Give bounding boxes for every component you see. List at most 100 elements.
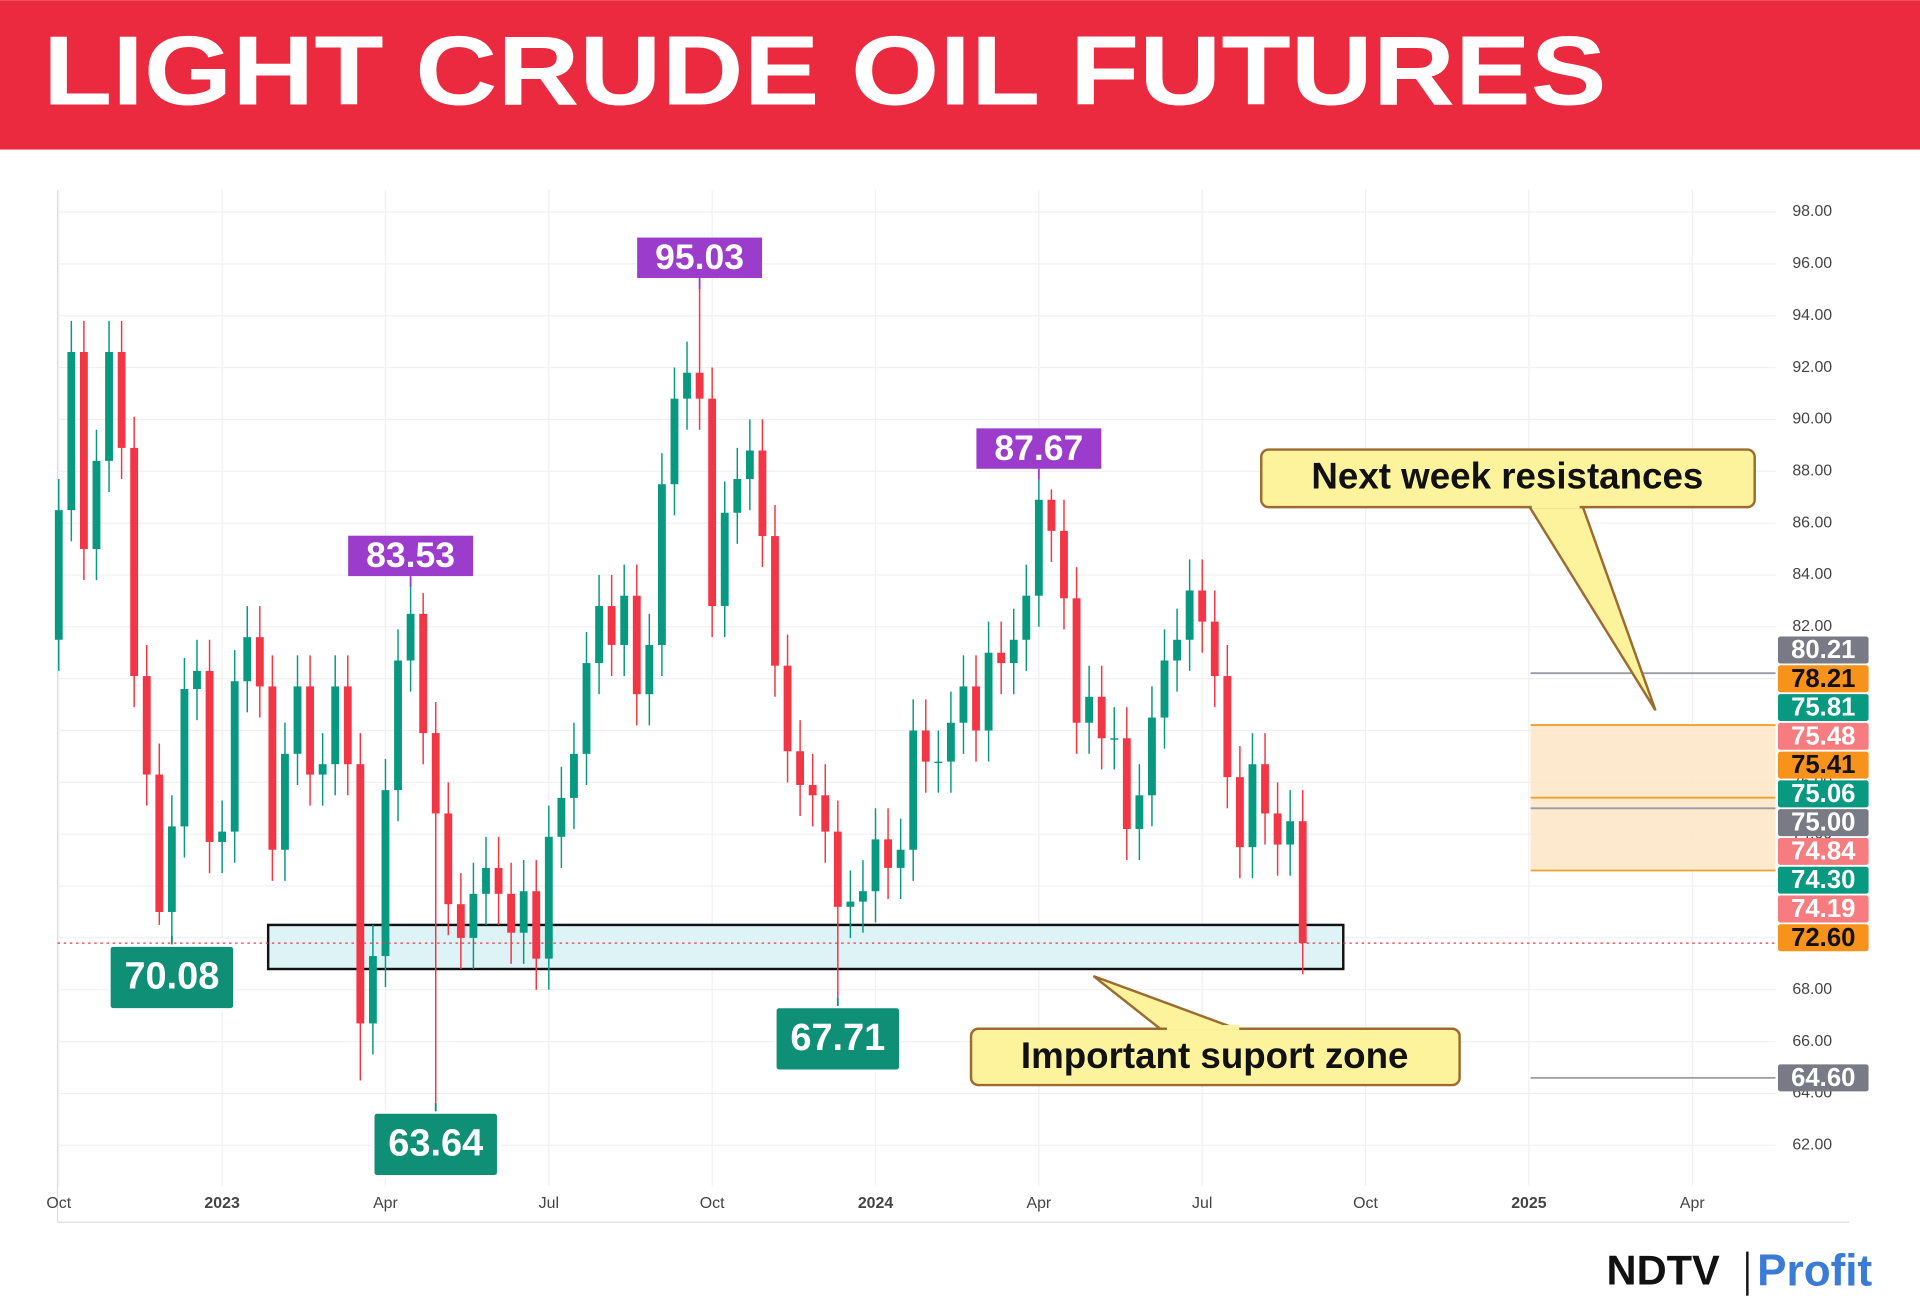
candle-body — [356, 764, 365, 1024]
candle-body — [1261, 764, 1269, 814]
note-text: Important suport zone — [1021, 1035, 1409, 1076]
candle-body — [884, 839, 892, 868]
trough-box — [372, 1111, 500, 1178]
peak-box — [637, 237, 763, 278]
x-tick-label: Oct — [1353, 1195, 1378, 1212]
peak-box — [348, 535, 474, 577]
price-badge-label: 80.21 — [1791, 636, 1855, 664]
y-tick-label: 96.00 — [1792, 255, 1832, 272]
y-tick-label: 92.00 — [1792, 359, 1832, 376]
y-tick-label: 68.00 — [1792, 981, 1832, 998]
candle-body — [1273, 813, 1282, 845]
price-badge-label: 78.21 — [1791, 665, 1855, 693]
candle-body — [859, 891, 867, 902]
candle-body — [1223, 676, 1232, 778]
y-tick-label: 98.00 — [1792, 203, 1832, 220]
price-badge-label: 75.41 — [1791, 751, 1855, 779]
candle-body — [469, 893, 478, 938]
candle-body — [1210, 621, 1219, 677]
candle-body — [871, 839, 880, 892]
x-tick-label: 2025 — [1511, 1195, 1547, 1212]
candle-body — [846, 901, 855, 907]
candle-body — [293, 686, 302, 754]
candle-body — [708, 398, 717, 607]
candle-body — [444, 813, 453, 905]
y-tick-label: 62.00 — [1792, 1136, 1832, 1153]
candle-body — [268, 686, 277, 850]
price-badge — [1777, 895, 1869, 923]
candle-body — [255, 637, 264, 687]
candle-body — [507, 893, 516, 933]
candle-body — [1135, 795, 1144, 830]
peak-label: 87.67 — [994, 428, 1083, 468]
candle-body — [997, 652, 1006, 664]
candle-body — [79, 351, 88, 550]
candle-body — [683, 372, 691, 399]
candle-body — [783, 665, 792, 752]
x-tick-label: Jul — [1192, 1195, 1212, 1212]
candle-body — [519, 891, 528, 933]
trough-label: 63.64 — [388, 1123, 483, 1165]
logo-brand: NDTV — [1607, 1247, 1721, 1294]
candle-body — [1060, 530, 1068, 599]
logo-product: Profit — [1757, 1246, 1872, 1295]
candle-body — [494, 867, 503, 894]
candle-body — [695, 372, 704, 399]
price-badge-label: 75.00 — [1791, 809, 1855, 837]
note-box — [1260, 448, 1756, 509]
candle-body — [1248, 764, 1257, 848]
candle-body — [456, 904, 465, 938]
candle-body — [758, 450, 767, 537]
note-text: Next week resistances — [1311, 456, 1703, 497]
candle-body — [984, 652, 993, 731]
candle-body — [54, 510, 63, 640]
x-tick-label: Oct — [700, 1195, 725, 1212]
price-levels: 80.2178.2175.8175.4875.4175.0675.0074.84… — [1530, 636, 1869, 1092]
candle-body — [67, 351, 76, 511]
price-badge — [1777, 924, 1869, 952]
candle-body — [117, 351, 126, 448]
note-joint — [1531, 503, 1580, 509]
candle-body — [796, 751, 805, 785]
candle-body — [595, 606, 603, 664]
candle-body — [1110, 738, 1119, 740]
y-tick-label: 88.00 — [1792, 462, 1832, 479]
candle-body — [130, 447, 139, 677]
candle-body — [1235, 777, 1244, 848]
x-tick-label: Oct — [46, 1195, 71, 1212]
candle-body — [1298, 821, 1307, 944]
candle-body — [92, 460, 101, 550]
y-tick-label: 86.00 — [1792, 514, 1832, 531]
candle-body — [909, 730, 918, 850]
y-tick-label: 90.00 — [1792, 411, 1832, 428]
resistance-note: Next week resistances — [1260, 448, 1756, 712]
price-badge — [1777, 866, 1869, 894]
candle-body — [632, 595, 641, 695]
y-tick-label: 94.00 — [1792, 307, 1832, 324]
candle-body — [733, 479, 742, 513]
y-tick-label: 66.00 — [1792, 1033, 1832, 1050]
candle-body — [230, 681, 239, 832]
candle-body — [771, 536, 779, 666]
y-tick-label: 82.00 — [1792, 618, 1832, 635]
candle-body — [482, 867, 490, 894]
price-badge-label: 74.19 — [1791, 895, 1855, 923]
candle-body — [1173, 639, 1181, 661]
candle-body — [306, 686, 314, 775]
candle-body — [1148, 717, 1156, 796]
candle-body — [281, 753, 289, 850]
candle-body — [607, 606, 616, 645]
price-badge-label: 72.60 — [1791, 924, 1855, 952]
x-tick-label: 2023 — [204, 1195, 240, 1212]
candle-body — [582, 663, 591, 754]
peak-label: 95.03 — [655, 237, 744, 277]
price-badge — [1777, 665, 1869, 693]
price-badge — [1777, 837, 1869, 865]
candle-body — [431, 733, 440, 814]
candle-body — [670, 398, 679, 485]
callouts: 83.53 95.03 87.67 70.08 63.64 67.71 — [108, 237, 1102, 1178]
candle-body — [218, 831, 227, 842]
candle-body — [205, 670, 214, 842]
candle-body — [570, 753, 578, 798]
